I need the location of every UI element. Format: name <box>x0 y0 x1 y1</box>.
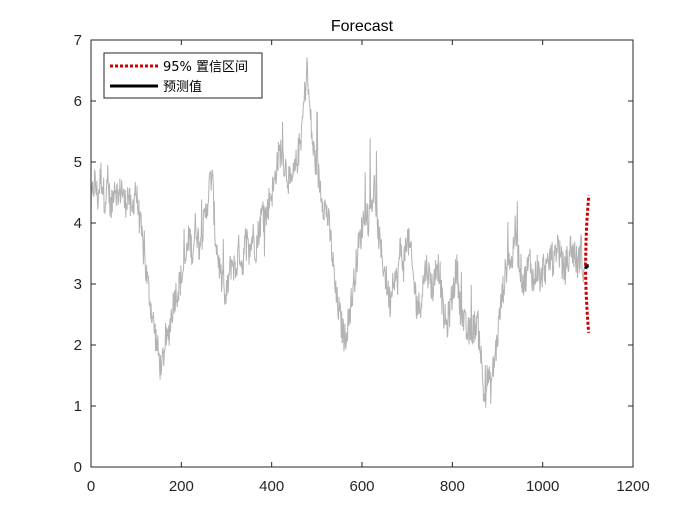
chart-title: Forecast <box>331 18 394 35</box>
y-tick-label: 2 <box>74 337 82 354</box>
x-tick-label: 0 <box>87 478 95 495</box>
plot-area <box>91 40 633 467</box>
confidence-lower-line <box>584 271 591 333</box>
x-tick-label: 600 <box>349 478 374 495</box>
legend-box <box>103 52 263 99</box>
y-tick-label: 5 <box>74 154 82 171</box>
confidence-upper-line <box>584 195 591 266</box>
y-tick-label: 6 <box>74 93 82 110</box>
forecast-series-line <box>584 264 590 270</box>
y-tick-label: 4 <box>74 215 82 232</box>
y-tick-label: 1 <box>74 398 82 415</box>
x-axis: 0 200 400 600 800 1000 1200 <box>87 40 650 495</box>
y-tick-label: 3 <box>74 276 82 293</box>
y-axis: 0 1 2 3 4 5 6 7 <box>74 32 633 476</box>
y-tick-label: 0 <box>74 459 82 476</box>
legend-label-forecast: 预测值 <box>163 79 202 95</box>
observed-series-line <box>90 57 587 408</box>
y-tick-label: 7 <box>74 32 82 49</box>
x-tick-label: 800 <box>440 478 465 495</box>
legend-label-interval: 95% 置信区间 <box>163 60 248 75</box>
series-layer <box>90 57 591 408</box>
x-tick-label: 1000 <box>526 478 559 495</box>
x-tick-label: 1200 <box>616 478 649 495</box>
legend: 95% 置信区间 预测值 <box>103 52 263 99</box>
x-tick-label: 200 <box>169 478 194 495</box>
x-tick-label: 400 <box>259 478 284 495</box>
